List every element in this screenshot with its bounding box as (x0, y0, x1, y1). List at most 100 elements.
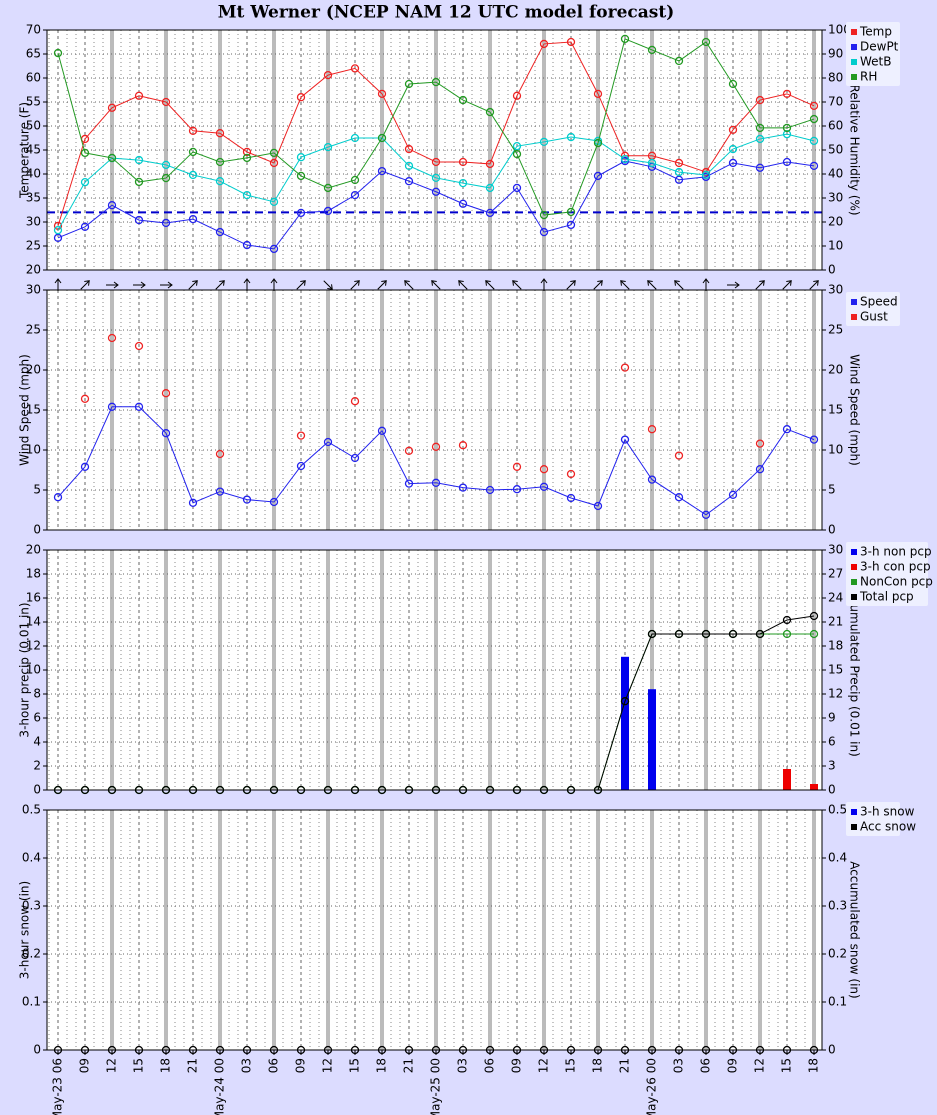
data-point (674, 158, 684, 168)
y2-tick-label: 60 (828, 119, 843, 133)
y2-axis-title: Relative Humidity (%) (848, 84, 862, 215)
wind-arrow (458, 280, 468, 290)
bar (621, 656, 629, 790)
data-point (161, 389, 171, 398)
x-tick-label: 21 (402, 1058, 416, 1073)
data-point (485, 159, 495, 169)
data-point (728, 79, 738, 89)
plot-frame (46, 289, 823, 531)
data-point (782, 615, 792, 625)
data-point (728, 629, 738, 639)
y-tick-label: 20 (26, 543, 41, 557)
y2-tick-label: 90 (828, 47, 843, 61)
y2-tick-label: 3 (828, 759, 836, 773)
data-point (377, 89, 387, 98)
y2-tick-label: 18 (828, 639, 843, 653)
y2-tick-label: 5 (828, 483, 836, 497)
y2-tick-label: 20 (828, 215, 843, 229)
data-point (350, 397, 360, 406)
bar (810, 784, 818, 790)
y2-tick-label: 15 (828, 663, 843, 677)
data-point (755, 439, 765, 448)
data-point (350, 175, 360, 185)
data-point (809, 136, 819, 146)
data-point (134, 341, 144, 351)
wind-arrow (296, 280, 306, 290)
x-tick-label: 09 (78, 1058, 92, 1073)
data-point (701, 170, 711, 180)
data-point (242, 190, 252, 200)
x-tick-label: 09 (726, 1058, 740, 1073)
data-point (404, 161, 414, 170)
y2-tick-label: 0 (828, 783, 836, 797)
wind-arrow (540, 278, 548, 291)
y-tick-label: 45 (26, 143, 41, 157)
data-point (80, 462, 90, 471)
y-tick-label: 14 (26, 615, 41, 629)
x-tick-label: 09 (294, 1058, 308, 1073)
data-point (566, 469, 576, 479)
data-point (674, 451, 684, 460)
data-point (134, 215, 144, 225)
y-tick-label: 35 (26, 191, 41, 205)
wind-arrow (404, 280, 414, 290)
y-tick-label: 30 (26, 215, 41, 229)
data-point (782, 89, 792, 98)
y-axis-title: Temperature (F) (18, 102, 32, 199)
y-tick-label: 0.2 (22, 947, 41, 961)
x-tick-label: 18 (159, 1058, 173, 1073)
legend-label: 3-h con pcp (860, 560, 931, 574)
data-point (431, 157, 441, 167)
y-tick-label: 5 (33, 483, 41, 497)
data-point (350, 64, 360, 73)
x-tick-label: 15 (780, 1058, 794, 1073)
legend-swatch (851, 314, 857, 320)
x-tick-label: 12 (105, 1058, 119, 1073)
data-point (674, 175, 684, 184)
wind-arrow (647, 280, 657, 290)
legend-swatch (851, 594, 857, 600)
data-point (539, 465, 549, 474)
data-point (809, 611, 819, 621)
wind-arrow (566, 280, 576, 290)
data-point (620, 697, 630, 706)
x-tick-label: 12 (537, 1058, 551, 1073)
x-tick-label: May-23 06 (51, 1058, 65, 1115)
wind-arrow (702, 278, 710, 291)
legend-box (846, 802, 900, 836)
data-point (701, 37, 711, 47)
wind-arrow (512, 280, 522, 290)
data-point (404, 144, 414, 154)
data-point (53, 226, 63, 235)
data-point (566, 493, 576, 503)
wind-arrow (755, 280, 765, 290)
legend-swatch (851, 549, 857, 555)
y2-tick-label: 40 (828, 167, 843, 181)
data-point (755, 163, 765, 172)
data-point (647, 158, 657, 168)
y2-tick-label: 30 (828, 283, 843, 297)
data-point (539, 482, 549, 491)
y2-tick-label: 24 (828, 591, 843, 605)
data-point (593, 89, 603, 98)
data-point (107, 333, 117, 343)
y-tick-label: 0 (33, 523, 41, 537)
y2-tick-label: 30 (828, 543, 843, 557)
y-tick-label: 40 (26, 167, 41, 181)
data-point (404, 479, 414, 488)
wind-arrow (377, 280, 387, 290)
data-point (701, 629, 711, 639)
x-tick-label: 18 (807, 1058, 821, 1073)
y2-tick-label: 0 (828, 1043, 836, 1057)
series-line (57, 38, 815, 216)
data-point (134, 177, 144, 187)
y2-tick-label: 0.3 (828, 899, 847, 913)
y-tick-label: 12 (26, 639, 41, 653)
data-point (296, 431, 306, 440)
data-point (593, 171, 603, 181)
x-tick-label: 06 (699, 1058, 713, 1073)
y2-tick-label: 27 (828, 567, 843, 581)
data-point (728, 125, 738, 134)
y-tick-label: 30 (26, 283, 41, 297)
data-point (161, 173, 171, 183)
